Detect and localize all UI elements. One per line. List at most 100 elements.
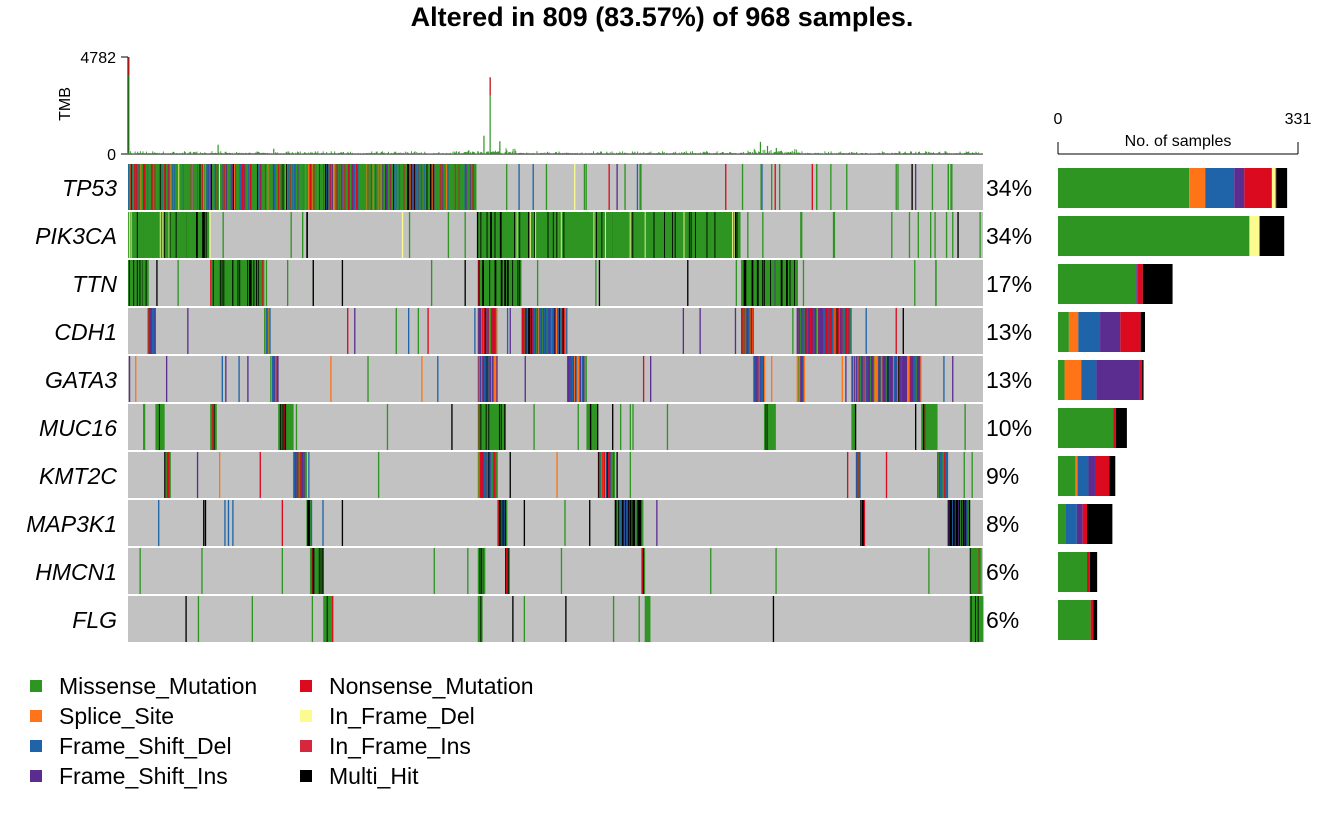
- matrix-cell: [206, 164, 208, 210]
- matrix-cell: [153, 308, 155, 354]
- matrix-cell: [186, 212, 188, 258]
- matrix-cell: [639, 164, 641, 210]
- matrix-cell: [726, 212, 729, 258]
- matrix-cell: [824, 308, 827, 354]
- matrix-cell: [129, 164, 132, 210]
- matrix-cell: [560, 308, 563, 354]
- matrix-cell: [763, 356, 765, 402]
- matrix-cell: [137, 212, 140, 258]
- matrix-cell: [159, 404, 162, 450]
- matrix-cell: [409, 164, 412, 210]
- matrix-cell: [286, 260, 289, 306]
- matrix-cell: [761, 260, 763, 306]
- matrix-cell: [760, 356, 762, 402]
- matrix-cell: [422, 164, 424, 210]
- matrix-cell: [208, 212, 210, 258]
- matrix-cell: [627, 212, 630, 258]
- matrix-cell: [221, 164, 223, 210]
- matrix-cell: [499, 500, 502, 546]
- matrix-cell: [240, 260, 242, 306]
- matrix-cell: [612, 404, 614, 450]
- matrix-cell: [638, 596, 640, 642]
- matrix-cell: [491, 308, 494, 354]
- matrix-cell: [914, 164, 917, 210]
- matrix-cell: [170, 212, 172, 258]
- matrix-cell: [423, 164, 426, 210]
- matrix-cell: [211, 404, 214, 450]
- matrix-cell: [290, 164, 292, 210]
- matrix-cell: [296, 452, 299, 498]
- matrix-cell: [733, 212, 735, 258]
- matrix-cell: [311, 548, 314, 594]
- matrix-cell: [277, 356, 279, 402]
- matrix-cell: [596, 212, 598, 258]
- matrix-cell: [636, 164, 639, 210]
- matrix-cell: [328, 164, 330, 210]
- matrix-cell: [437, 164, 439, 210]
- matrix-cell: [487, 308, 489, 354]
- matrix-cell: [559, 308, 561, 354]
- matrix-cell: [556, 212, 558, 258]
- matrix-cell: [464, 164, 466, 210]
- matrix-cell: [201, 164, 203, 210]
- matrix-cell: [762, 212, 764, 258]
- matrix-cell: [469, 164, 472, 210]
- matrix-cell: [478, 260, 480, 306]
- matrix-cell: [285, 164, 287, 210]
- matrix-cell: [398, 164, 400, 210]
- matrix-cell: [218, 164, 220, 210]
- matrix-cell: [636, 500, 639, 546]
- matrix-cell: [129, 260, 132, 306]
- matrix-cell: [170, 164, 172, 210]
- matrix-cell: [589, 404, 592, 450]
- matrix-cell: [754, 260, 756, 306]
- matrix-cell: [612, 596, 615, 642]
- matrix-cell: [493, 356, 495, 402]
- matrix-cell: [312, 260, 314, 306]
- matrix-cell: [649, 596, 651, 642]
- matrix-cell: [226, 260, 228, 306]
- matrix-cell: [381, 164, 383, 210]
- matrix-cell: [550, 212, 552, 258]
- matrix-cell: [147, 260, 149, 306]
- matrix-cell: [536, 212, 539, 258]
- matrix-cell: [744, 308, 746, 354]
- matrix-cell: [504, 212, 506, 258]
- side-bar-pik3ca-missense-mutation: [1058, 216, 1250, 256]
- matrix-cell: [746, 308, 748, 354]
- matrix-cell: [165, 356, 168, 402]
- matrix-cell: [753, 260, 755, 306]
- matrix-cell: [477, 212, 480, 258]
- matrix-cell: [222, 164, 224, 210]
- matrix-cell: [322, 548, 324, 594]
- matrix-cell: [487, 356, 489, 402]
- matrix-cell: [915, 356, 918, 402]
- matrix-cell: [515, 260, 518, 306]
- matrix-cell: [811, 308, 813, 354]
- matrix-cell: [483, 308, 485, 354]
- matrix-cell: [579, 212, 581, 258]
- matrix-cell: [287, 164, 290, 210]
- matrix-cell: [550, 308, 552, 354]
- matrix-cell: [801, 308, 804, 354]
- matrix-cell: [917, 212, 919, 258]
- matrix-cell: [891, 212, 893, 258]
- matrix-cell: [506, 548, 509, 594]
- matrix-cell: [356, 164, 359, 210]
- matrix-cell: [324, 596, 326, 642]
- matrix-cell: [960, 500, 963, 546]
- matrix-cell: [929, 404, 931, 450]
- matrix-cell: [502, 260, 504, 306]
- matrix-cell: [589, 212, 591, 258]
- matrix-cell: [128, 260, 130, 306]
- matrix-cell: [238, 164, 240, 210]
- matrix-cell: [818, 308, 821, 354]
- matrix-cell: [723, 212, 725, 258]
- matrix-cell: [304, 164, 306, 210]
- matrix-cell: [225, 164, 227, 210]
- matrix-cell: [916, 356, 919, 402]
- matrix-cell: [951, 164, 953, 210]
- matrix-cell: [694, 212, 696, 258]
- matrix-cell: [485, 260, 488, 306]
- matrix-cell: [858, 452, 860, 498]
